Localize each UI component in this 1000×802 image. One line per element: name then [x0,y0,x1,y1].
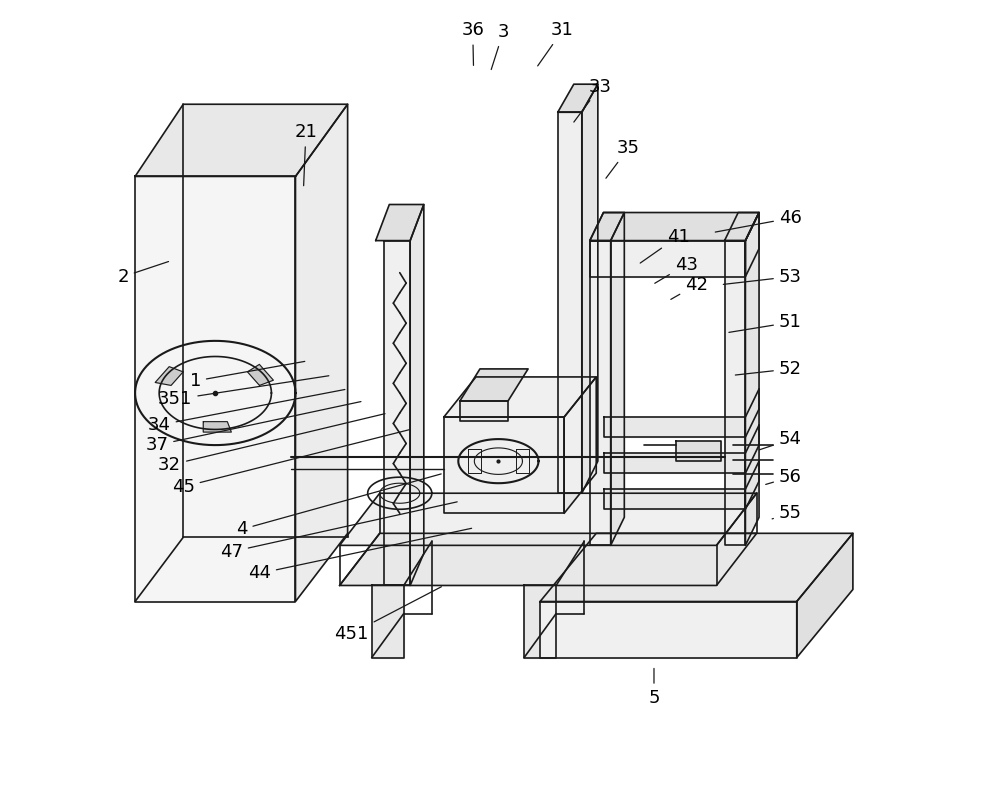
Text: 351: 351 [158,376,329,408]
Polygon shape [460,369,528,401]
Polygon shape [372,585,404,658]
Polygon shape [247,364,273,386]
Polygon shape [444,377,596,417]
Polygon shape [611,213,624,545]
Text: 55: 55 [772,504,802,522]
Polygon shape [340,493,757,545]
Polygon shape [460,401,508,421]
Text: 3: 3 [491,23,509,70]
Polygon shape [135,104,348,176]
Text: 5: 5 [648,668,660,707]
Text: 51: 51 [729,314,802,332]
Text: 2: 2 [117,261,169,286]
Polygon shape [745,213,759,545]
Polygon shape [540,602,797,658]
Text: 1: 1 [190,362,305,390]
Polygon shape [590,241,745,277]
Text: 4: 4 [236,474,441,538]
Polygon shape [590,213,624,241]
Polygon shape [444,417,564,513]
Text: 32: 32 [158,414,385,474]
Polygon shape [340,533,757,585]
Polygon shape [676,441,721,461]
Polygon shape [582,84,598,493]
Text: 451: 451 [334,587,441,642]
Text: 37: 37 [145,402,361,454]
Text: 31: 31 [538,22,574,66]
Polygon shape [604,489,745,509]
Polygon shape [745,213,759,277]
Polygon shape [590,241,611,545]
Polygon shape [797,533,853,658]
Text: 42: 42 [671,276,708,299]
Polygon shape [524,585,556,658]
Polygon shape [203,422,231,432]
Polygon shape [725,241,745,545]
Polygon shape [155,367,183,386]
Polygon shape [558,112,582,493]
Text: 56: 56 [766,468,802,486]
Polygon shape [604,417,745,437]
Polygon shape [384,241,410,585]
Polygon shape [376,205,424,241]
Polygon shape [604,453,745,473]
Text: 43: 43 [655,256,698,283]
Polygon shape [135,176,295,602]
Text: 33: 33 [574,78,612,122]
Text: 45: 45 [172,430,409,496]
Text: 41: 41 [640,228,689,263]
Polygon shape [564,377,596,513]
Text: 52: 52 [735,360,802,378]
Text: 36: 36 [461,22,484,66]
Polygon shape [295,104,348,602]
Polygon shape [558,84,598,112]
Text: 44: 44 [248,529,472,582]
Polygon shape [590,213,759,241]
Text: 21: 21 [294,124,317,186]
Text: 46: 46 [715,209,802,232]
Text: 54: 54 [759,431,802,450]
Text: 47: 47 [220,502,457,561]
Polygon shape [540,533,853,602]
Polygon shape [725,213,759,241]
Text: 35: 35 [606,140,640,178]
Polygon shape [410,205,424,585]
Text: 34: 34 [148,390,345,434]
Text: 53: 53 [723,268,802,286]
